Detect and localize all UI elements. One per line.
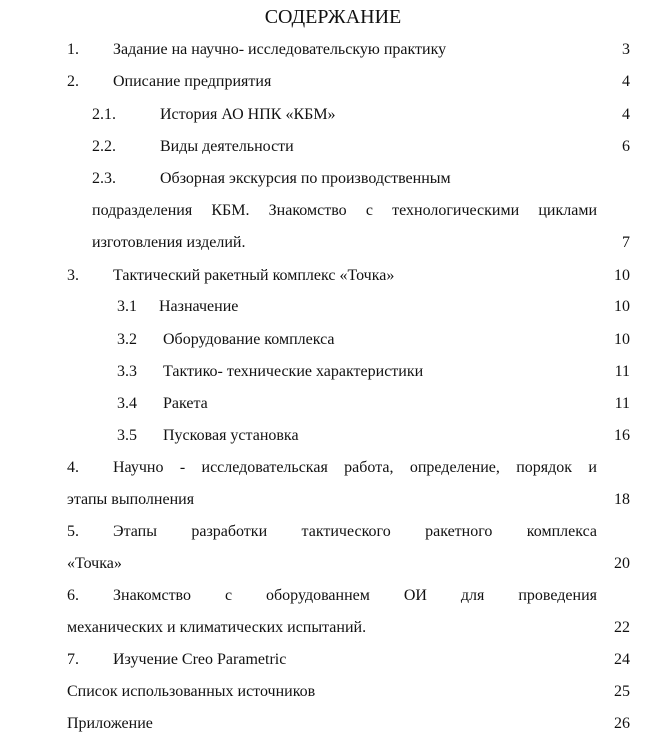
toc-title: СОДЕРЖАНИЕ [264, 6, 402, 28]
page-number: 10 [614, 267, 630, 284]
toc-entry-4[interactable]: 4. Научно - исследовательская работа, опр… [67, 458, 597, 478]
entry-text: Обзорная экскурсия по производственным [160, 170, 451, 187]
toc-entry-3-3[interactable]: 3.3 Тактико- технические характеристики [117, 362, 423, 382]
entry-text-continued: изготовления изделий. [92, 234, 246, 251]
page-number: 20 [614, 555, 630, 572]
entry-number: 2.1. [92, 106, 116, 123]
entry-text: Тактический ракетный комплекс «Точка» [113, 267, 395, 284]
page-number: 10 [614, 298, 630, 315]
toc-entry-2-1[interactable]: 2.1. История АО НПК «КБМ» [92, 105, 336, 125]
entry-number: 3.4 [117, 395, 137, 412]
toc-entry-references[interactable]: Список использованных источников [67, 683, 316, 700]
entry-text-continued: этапы выполнения [67, 491, 195, 508]
page-number: 7 [622, 234, 630, 251]
page-number: 10 [614, 331, 630, 348]
page-number: 6 [622, 138, 630, 155]
entry-text: Тактико- технические характеристики [163, 363, 424, 380]
entry-text: Знакомство с оборудованнем ОИ для провед… [113, 587, 597, 604]
page-number: 24 [614, 651, 630, 668]
toc-entry-7[interactable]: 7. Изучение Creo Parametric [67, 650, 286, 670]
toc-entry-3-5[interactable]: 3.5 Пусковая установка [117, 426, 299, 446]
page-number: 11 [614, 363, 630, 380]
page-number: 3 [622, 41, 630, 58]
toc-entry-6[interactable]: 6. Знакомство с оборудованнем ОИ для пров… [67, 586, 597, 606]
entry-text: Описание предприятия [113, 73, 272, 90]
entry-text: Этапы разработки тактического ракетного … [113, 523, 597, 540]
entry-number: 3.1 [117, 298, 137, 315]
toc-entry-3-4[interactable]: 3.4 Ракета [117, 394, 208, 414]
toc-entry-appendix[interactable]: Приложение [67, 715, 153, 732]
entry-number: 7. [67, 651, 79, 668]
toc-entry-3[interactable]: 3. Тактический ракетный комплекс «Точка» [67, 266, 394, 286]
entry-number: 3.3 [117, 363, 137, 380]
entry-text: Изучение Creo Parametric [113, 651, 287, 668]
page-number: 4 [622, 73, 630, 90]
toc-entry-2[interactable]: 2. Описание предприятия [67, 72, 271, 92]
entry-number: 6. [67, 587, 79, 604]
entry-number: 2.2. [92, 138, 116, 155]
entry-text: Ракета [163, 395, 208, 412]
entry-text: Оборудование комплекса [163, 331, 335, 348]
page-number: 22 [614, 619, 630, 636]
entry-text: Научно - исследовательская работа, опред… [113, 459, 597, 476]
toc-entry-1[interactable]: 1. Задание на научно- исследовательскую п… [67, 40, 446, 60]
entry-number: 2.3. [92, 170, 116, 187]
entry-number: 2. [67, 73, 79, 90]
entry-number: 3. [67, 267, 79, 284]
toc-entry-2-2[interactable]: 2.2. Виды деятельности [92, 137, 294, 157]
toc-entry-5[interactable]: 5. Этапы разработки тактического ракетног… [67, 522, 597, 542]
page-number: 16 [614, 427, 630, 444]
toc-entry-2-3[interactable]: 2.3. Обзорная экскурсия по производственн… [92, 169, 451, 189]
page-number: 18 [614, 491, 630, 508]
entry-number: 3.5 [117, 427, 137, 444]
toc-entry-3-2[interactable]: 3.2 Оборудование комплекса [117, 330, 335, 350]
entry-text-continued: «Точка» [67, 555, 122, 572]
entry-text: История АО НПК «КБМ» [160, 106, 336, 123]
entry-number: 3.2 [117, 331, 137, 348]
entry-number: 5. [67, 523, 79, 540]
page-number: 11 [614, 395, 630, 412]
entry-text: Виды деятельности [160, 138, 294, 155]
entry-number: 4. [67, 459, 79, 476]
entry-text-continued: подразделения КБМ. Знакомство с технолог… [92, 202, 597, 219]
page-number: 25 [614, 683, 630, 700]
toc-entry-3-1[interactable]: 3.1 Назначение [117, 297, 238, 317]
page-number: 4 [622, 106, 630, 123]
entry-text-continued: механических и климатических испытаний. [67, 619, 367, 636]
entry-text: Пусковая установка [163, 427, 299, 444]
entry-text: Задание на научно- исследовательскую пра… [113, 41, 447, 58]
entry-text: Назначение [159, 298, 239, 315]
entry-number: 1. [67, 41, 79, 58]
page-number: 26 [614, 715, 630, 732]
